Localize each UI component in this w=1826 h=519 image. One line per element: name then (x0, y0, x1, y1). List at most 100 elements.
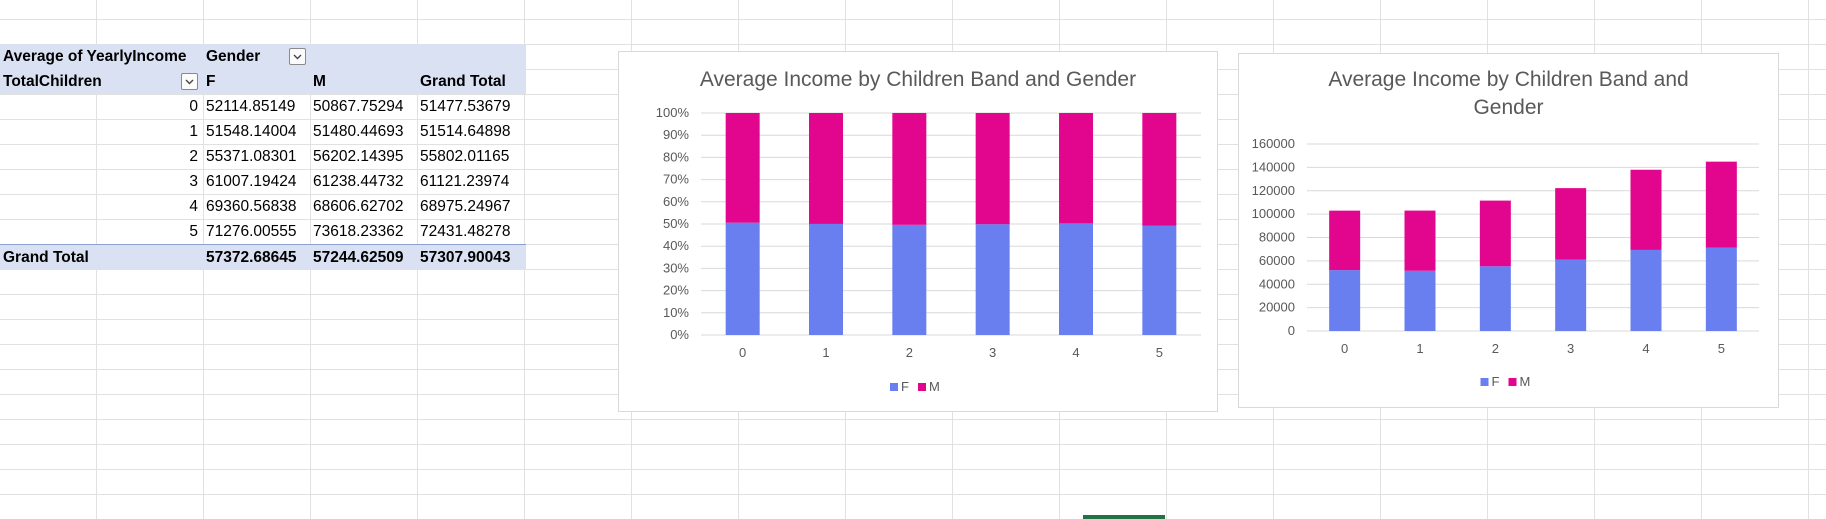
x-tick-label: 0 (739, 345, 746, 360)
chart-plot: 0 20000 40000 60000 80000 100000 120000 140000 1… (1252, 136, 1759, 389)
bar-f-3 (975, 224, 1010, 335)
table-row[interactable]: 1 51548.14004 51480.44693 51514.64898 (0, 119, 526, 144)
chart-title: Average Income by Children Band and Gend… (699, 68, 1137, 91)
row-label: 4 (189, 198, 198, 215)
bar-m-3 (1555, 188, 1587, 260)
bar-f-4 (1059, 223, 1093, 335)
totalchildren-filter-dropdown[interactable] (181, 73, 198, 90)
legend-label: M (929, 379, 940, 394)
grand-total-all[interactable]: 57307.90043 (420, 249, 511, 266)
y-tick-label: 40% (663, 238, 689, 253)
bar-m-2 (892, 113, 927, 225)
y-tick-label: 20000 (1259, 300, 1295, 315)
cell-f[interactable]: 69360.56838 (206, 198, 297, 215)
bar-m-1 (1404, 210, 1436, 271)
pivot-col-header-grand-total[interactable]: Grand Total (420, 73, 506, 90)
y-tick-label: 160000 (1252, 136, 1295, 151)
y-tick-label: 80% (663, 149, 689, 164)
chart-plot: 0% 10% 20% 30% 40% 50% 60% 70% 80% 90% 100% 0 1 2 3 4 5 F… (656, 105, 1201, 394)
row-label: 1 (189, 123, 198, 140)
y-tick-label: 100000 (1252, 206, 1295, 221)
legend-swatch-m (918, 383, 926, 391)
grand-total-f[interactable]: 57372.68645 (206, 249, 297, 266)
cell-total[interactable]: 68975.24967 (420, 198, 511, 215)
y-tick-label: 90% (663, 127, 689, 142)
pivot-col-header-m[interactable]: M (313, 73, 326, 90)
grand-total-m[interactable]: 57244.62509 (313, 249, 404, 266)
table-row[interactable]: 4 69360.56838 68606.62702 68975.24967 (0, 194, 526, 219)
chevron-down-icon (185, 79, 194, 85)
gender-filter-dropdown[interactable] (289, 48, 306, 65)
bar-m-0 (1329, 210, 1361, 271)
table-row[interactable]: 0 52114.85149 50867.75294 51477.53679 (0, 94, 526, 119)
cell-f[interactable]: 71276.00555 (206, 223, 297, 240)
bar-f-0 (1329, 270, 1361, 331)
bar-f-2 (1479, 266, 1511, 331)
pivot-table[interactable]: Average of YearlyIncome Gender TotalChil… (0, 44, 526, 269)
cell-total[interactable]: 55802.01165 (420, 148, 510, 165)
cell-total[interactable]: 72431.48278 (420, 223, 511, 240)
cell-f[interactable]: 51548.14004 (206, 123, 297, 140)
cell-m[interactable]: 61238.44732 (313, 173, 404, 190)
y-tick-label: 30% (663, 260, 689, 275)
cell-m[interactable]: 56202.14395 (313, 148, 404, 165)
y-tick-label: 70% (663, 172, 689, 187)
bar-f-3 (1555, 259, 1587, 331)
bar-m-1 (809, 113, 843, 224)
cell-m[interactable]: 50867.75294 (313, 98, 404, 115)
bar-m-4 (1630, 169, 1662, 250)
bar-f-1 (809, 223, 843, 335)
cell-m[interactable]: 51480.44693 (313, 123, 404, 140)
x-tick-label: 5 (1718, 341, 1725, 356)
bar-f-5 (1705, 247, 1737, 331)
table-row[interactable]: 2 55371.08301 56202.14395 55802.01165 (0, 144, 526, 169)
row-label: 0 (189, 98, 198, 115)
pivot-row-field[interactable]: TotalChildren (3, 73, 102, 90)
cell-m[interactable]: 73618.23362 (313, 223, 404, 240)
pivot-header-row-2: TotalChildren F M Grand Total (0, 69, 526, 94)
y-tick-label: 50% (663, 216, 689, 231)
cell-total[interactable]: 51514.64898 (420, 123, 511, 140)
cell-m[interactable]: 68606.62702 (313, 198, 404, 215)
cell-total[interactable]: 61121.23974 (420, 173, 510, 190)
stacked-bar-chart[interactable]: Average Income by Children Band and Gend… (1238, 53, 1779, 408)
bar-f-0 (725, 222, 760, 335)
y-tick-label: 60% (663, 194, 689, 209)
percent-stacked-bar-chart[interactable]: Average Income by Children Band and Gend… (618, 51, 1218, 412)
bar-m-3 (975, 113, 1010, 225)
pivot-column-field[interactable]: Gender (206, 48, 261, 65)
y-tick-label: 0 (1288, 323, 1295, 338)
sheet-tab-indicator[interactable] (1083, 515, 1165, 519)
table-row[interactable]: 3 61007.19424 61238.44732 61121.23974 (0, 169, 526, 194)
grand-total-row[interactable]: Grand Total 57372.68645 57244.62509 5730… (0, 244, 526, 269)
y-tick-label: 20% (663, 283, 689, 298)
y-tick-label: 60000 (1259, 253, 1295, 268)
x-tick-label: 0 (1341, 341, 1348, 356)
x-tick-label: 4 (1072, 345, 1079, 360)
x-tick-label: 4 (1642, 341, 1649, 356)
y-tick-label: 80000 (1259, 230, 1295, 245)
cell-f[interactable]: 61007.19424 (206, 173, 297, 190)
cell-total[interactable]: 51477.53679 (420, 98, 511, 115)
x-tick-label: 2 (1492, 341, 1499, 356)
cell-f[interactable]: 55371.08301 (206, 148, 297, 165)
row-label: 5 (189, 223, 198, 240)
pivot-col-header-f[interactable]: F (206, 73, 216, 90)
bar-f-5 (1142, 225, 1177, 335)
bar-m-0 (725, 113, 760, 223)
table-row[interactable]: 5 71276.00555 73618.23362 72431.48278 (0, 219, 526, 244)
y-tick-label: 10% (663, 305, 689, 320)
legend-swatch-m (1508, 378, 1517, 386)
x-tick-label: 1 (1416, 341, 1423, 356)
grand-total-label: Grand Total (3, 249, 89, 266)
legend-label: F (901, 379, 909, 394)
bar-f-4 (1630, 249, 1662, 331)
x-tick-label: 3 (1567, 341, 1574, 356)
pivot-value-field[interactable]: Average of YearlyIncome (3, 48, 187, 65)
bar-f-1 (1404, 270, 1436, 331)
cell-f[interactable]: 52114.85149 (206, 98, 296, 115)
y-tick-label: 100% (656, 105, 690, 120)
x-tick-label: 3 (989, 345, 996, 360)
bar-m-2 (1479, 200, 1511, 267)
